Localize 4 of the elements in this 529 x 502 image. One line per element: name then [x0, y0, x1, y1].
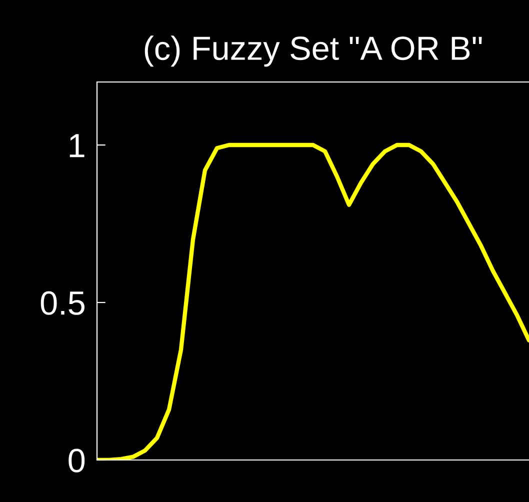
- y-tick-label: 0: [68, 448, 85, 472]
- y-tick-label: 1: [70, 134, 84, 158]
- y-tick-label: 0.5: [40, 291, 84, 315]
- chart-title: (c) Fuzzy Set "A OR B": [144, 36, 482, 67]
